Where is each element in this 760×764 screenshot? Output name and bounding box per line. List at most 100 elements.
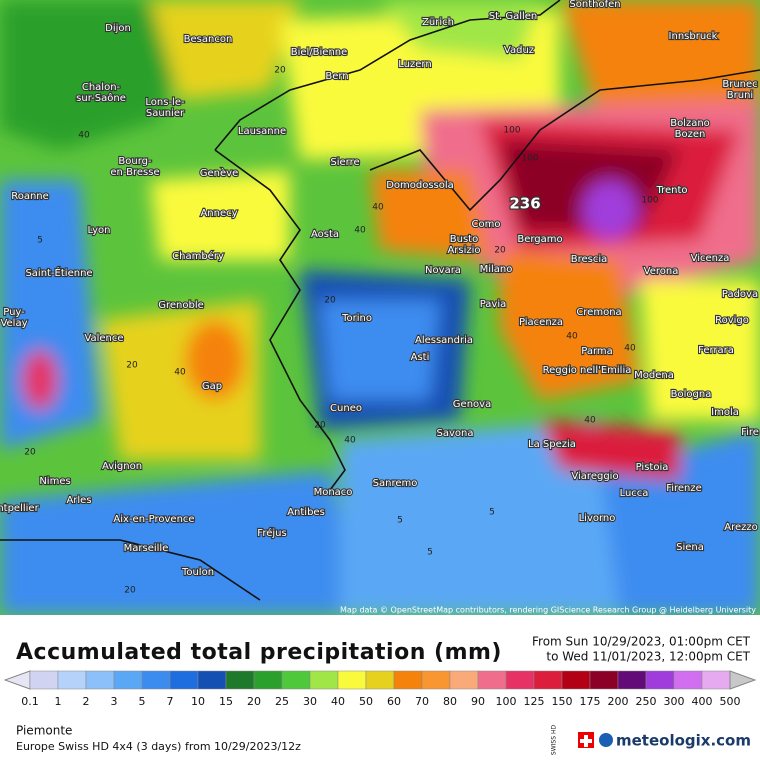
contour-label: 100 <box>641 196 658 206</box>
city-label: Lons-le- <box>145 97 185 108</box>
legend-box <box>309 670 339 690</box>
city-label: Puy- <box>3 307 25 318</box>
legend-box <box>57 670 87 690</box>
legend-tick-label: 200 <box>608 695 629 708</box>
time-from: From Sun 10/29/2023, 01:00pm CET <box>532 635 751 649</box>
legend-box <box>393 670 423 690</box>
city-label: Bourg- <box>118 156 152 167</box>
city-label: Lausanne <box>238 126 286 137</box>
city-label: Arles <box>66 495 91 506</box>
legend-tick-label: 90 <box>471 695 485 708</box>
city-label: Aix-en-Provence <box>113 514 194 525</box>
city-label: Innsbruck <box>669 31 718 42</box>
city-label: Saint-Étienne <box>25 266 92 279</box>
legend-tick-label: 40 <box>331 695 345 708</box>
city-label: Vaduz <box>504 45 534 56</box>
legend-box <box>197 670 227 690</box>
city-label: Zürich <box>422 17 454 28</box>
city-label: Chambéry <box>172 250 224 262</box>
contour-label: 5 <box>397 516 403 526</box>
city-label: Bologna <box>671 389 712 400</box>
city-label: Lucca <box>620 488 649 499</box>
legend-box <box>505 670 535 690</box>
city-label: Sierre <box>330 157 359 168</box>
city-label: Roanne <box>11 191 49 202</box>
contour-label: 40 <box>174 368 186 378</box>
city-label: sur-Saône <box>76 92 126 104</box>
legend-box <box>701 670 731 690</box>
attribution: Map data © OpenStreetMap contributors, r… <box>340 606 756 615</box>
legend-tick-label: 0.1 <box>21 695 39 708</box>
legend-box <box>589 670 619 690</box>
contour-label: 40 <box>78 131 90 141</box>
city-label: Siena <box>676 542 704 553</box>
city-label: Vicenza <box>691 253 730 264</box>
city-label: Genova <box>453 399 491 410</box>
legend-tick-label: 80 <box>443 695 457 708</box>
city-label: Antibes <box>287 507 325 518</box>
city-label: Piacenza <box>519 317 563 328</box>
city-label: Genève <box>200 167 238 179</box>
legend-box <box>169 670 199 690</box>
city-label: Modena <box>634 370 674 381</box>
city-label: Parma <box>581 346 613 357</box>
city-label: Luzern <box>398 59 431 70</box>
city-label: Arezzo <box>724 522 758 533</box>
contour-label: 100 <box>503 126 520 136</box>
contour-label: 20 <box>274 66 286 76</box>
legend-tick-label: 150 <box>552 695 573 708</box>
legend-box <box>113 670 143 690</box>
legend-tick-label: 7 <box>167 695 174 708</box>
city-label: Cremona <box>576 307 621 318</box>
contour-label: 100 <box>521 154 538 164</box>
city-label: Ferrara <box>698 345 734 356</box>
city-label: Aosta <box>311 229 339 240</box>
legend-box <box>337 670 367 690</box>
legend-box <box>673 670 703 690</box>
city-label: Arsizio <box>447 245 480 256</box>
contour-label: 20 <box>314 421 326 431</box>
contour-label: 20 <box>124 586 136 596</box>
chart-title: Accumulated total precipitation (mm) <box>16 640 502 665</box>
city-label: Grenoble <box>158 300 204 311</box>
legend-box <box>253 670 283 690</box>
model: Europe Swiss HD 4x4 (3 days) from 10/29/… <box>16 740 301 753</box>
city-label: Marseille <box>124 543 169 554</box>
city-label: Savona <box>437 428 474 439</box>
city-label: Nimes <box>39 476 70 487</box>
city-label: Viareggio <box>571 471 618 482</box>
legend-box <box>29 670 59 690</box>
city-label: Novara <box>425 265 461 276</box>
city-label: Verona <box>644 266 679 277</box>
region: Piemonte <box>16 724 72 738</box>
city-label: Fréjus <box>257 527 286 539</box>
city-label: Imola <box>711 407 739 418</box>
legend-box <box>449 670 479 690</box>
city-label: Fire <box>741 427 759 438</box>
legend-box <box>281 670 311 690</box>
city-label: Bergamo <box>517 234 562 245</box>
city-label: Milano <box>480 264 513 275</box>
city-label: en-Bresse <box>110 167 159 178</box>
legend-tick-label: 15 <box>219 695 233 708</box>
legend-tick-label: 3 <box>111 695 118 708</box>
legend-tick-label: 70 <box>415 695 429 708</box>
legend-tick-label: 300 <box>664 695 685 708</box>
contour-label: 5 <box>427 548 433 558</box>
city-label: Dijon <box>105 23 131 34</box>
contour-label: 20 <box>24 448 36 458</box>
legend-tick-label: 30 <box>303 695 317 708</box>
city-label: Lyon <box>87 225 110 236</box>
city-label: Alessandria <box>415 335 473 346</box>
contour-label: 40 <box>372 203 384 213</box>
legend-box <box>85 670 115 690</box>
city-label: Brescia <box>571 254 608 265</box>
city-label: St. Gallen <box>489 11 538 22</box>
city-label: Velay <box>0 318 27 329</box>
city-label: Bolzano <box>670 118 710 129</box>
legend-tick-label: 250 <box>636 695 657 708</box>
contour-label: 40 <box>344 436 356 446</box>
city-label: La Spezia <box>528 439 576 450</box>
legend-tick-label: 1 <box>55 695 62 708</box>
